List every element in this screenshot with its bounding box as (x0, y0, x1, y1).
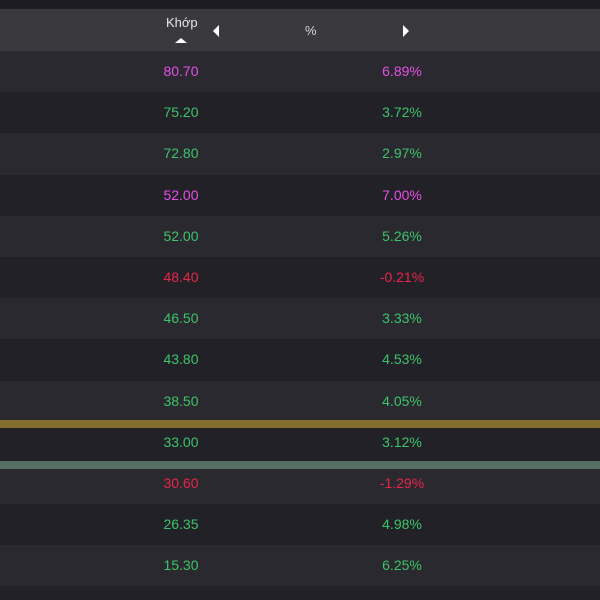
table-row[interactable]: 52.00 7.00% (0, 174, 600, 216)
percent-change-cell: 2.97% (382, 145, 422, 162)
table-row[interactable]: 46.50 3.33% (0, 298, 600, 340)
sort-ascending-icon[interactable] (175, 38, 187, 43)
price-cell: 52.00 (163, 227, 199, 244)
percent-change-cell: 6.89% (382, 63, 422, 79)
table-row[interactable]: 38.50 4.05% (0, 380, 600, 422)
table-row[interactable]: 15.30 6.25% (0, 545, 600, 587)
percent-change-cell: -0.21% (379, 268, 425, 285)
percent-change-cell: 6.25% (382, 557, 422, 574)
caret-right-icon[interactable] (403, 25, 409, 37)
price-cell: 38.50 (163, 392, 199, 409)
percent-change-cell: 4.98% (382, 516, 422, 533)
top-strip (0, 0, 600, 9)
table-row[interactable]: 75.20 3.72% (0, 92, 600, 134)
percent-change-cell: 7.00% (382, 186, 422, 203)
highlight-band-sage (0, 461, 600, 469)
percent-change-cell: 5.26% (382, 227, 422, 244)
table-header: Khớp % (0, 9, 600, 51)
price-cell: 46.50 (163, 310, 199, 327)
price-cell: 75.20 (163, 104, 199, 121)
percent-change-cell: 3.33% (382, 310, 422, 327)
caret-left-icon[interactable] (213, 25, 219, 37)
price-cell: 80.70 (163, 63, 199, 79)
table-row[interactable]: 72.80 2.97% (0, 133, 600, 175)
price-cell: 52.00 (163, 186, 199, 203)
highlight-band-gold (0, 420, 600, 428)
table-row[interactable]: 33.00 3.12% (0, 421, 600, 463)
percent-change-cell: -1.29% (379, 474, 425, 491)
price-cell: 48.40 (163, 268, 199, 285)
table-body: 80.70 6.89% 75.20 3.72% 72.80 2.97% 52.00 7.00%… (0, 51, 600, 587)
price-cell: 33.00 (163, 433, 199, 450)
price-cell: 43.80 (163, 351, 199, 368)
table-row[interactable]: 26.35 4.98% (0, 504, 600, 546)
percent-change-cell: 4.05% (382, 392, 422, 409)
percent-change-cell: 3.12% (382, 433, 422, 450)
price-cell: 72.80 (163, 145, 199, 162)
percent-change-cell: 3.72% (382, 104, 422, 121)
table-row[interactable]: 48.40 -0.21% (0, 256, 600, 299)
table-row[interactable]: 52.00 5.26% (0, 215, 600, 257)
column-header-percent[interactable]: % (305, 23, 317, 38)
table-row[interactable]: 30.60 -1.29% (0, 462, 600, 505)
price-cell: 30.60 (163, 474, 199, 491)
price-cell: 15.30 (163, 557, 199, 574)
column-header-khop[interactable]: Khớp (166, 15, 198, 30)
table-row[interactable]: 43.80 4.53% (0, 339, 600, 381)
percent-change-cell: 4.53% (382, 351, 422, 368)
table-row[interactable]: 80.70 6.89% (0, 51, 600, 93)
price-cell: 26.35 (163, 516, 199, 533)
